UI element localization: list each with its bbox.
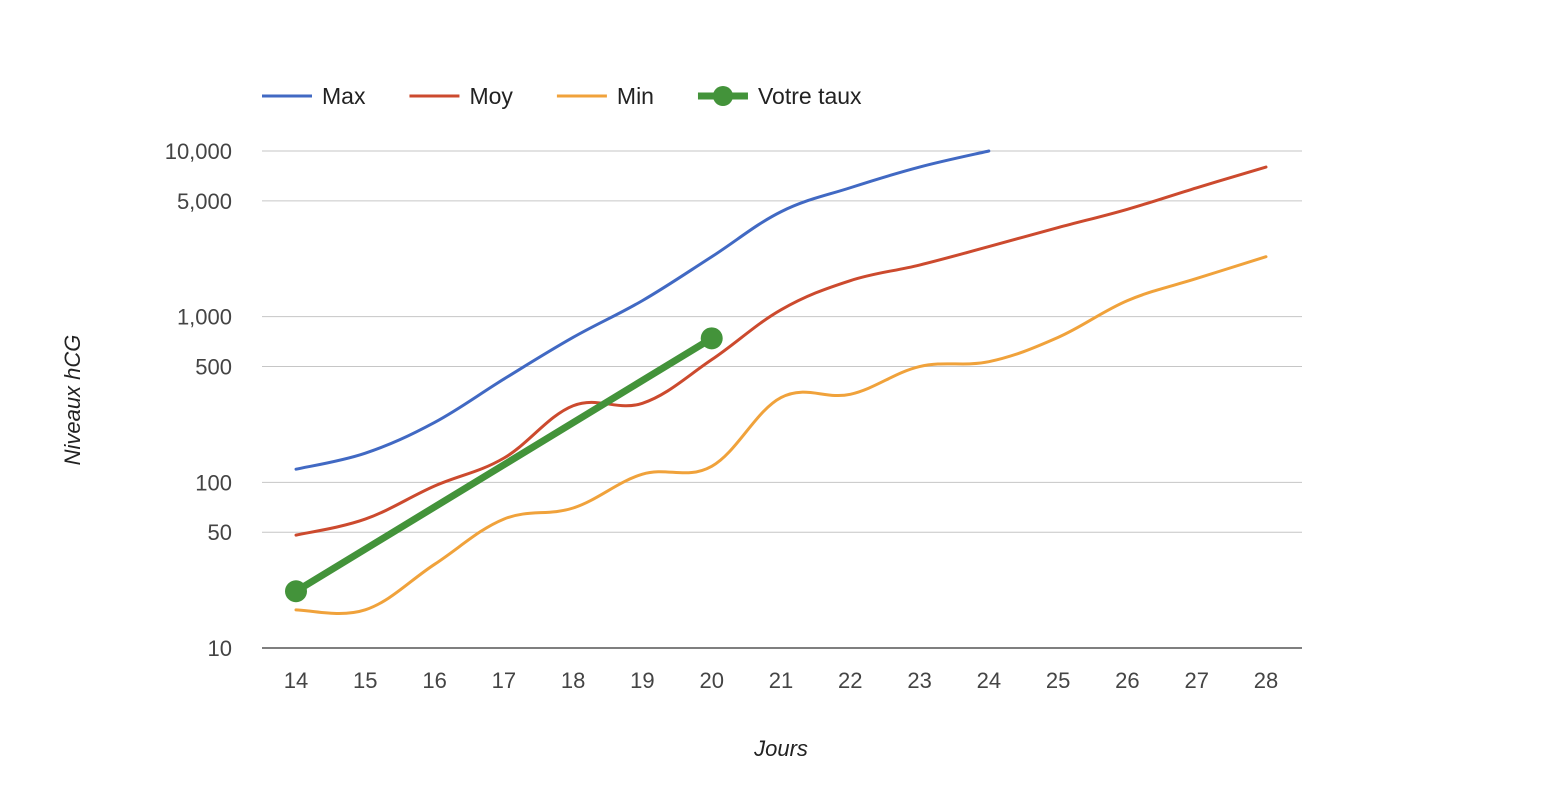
x-axis-title: Jours [753,736,808,761]
series-max [294,149,991,471]
y-axis-title: Niveaux hCG [60,335,85,466]
legend: Max Moy Min Votre taux [262,83,862,109]
grid [262,150,1302,649]
x-tick-label: 23 [907,668,931,693]
y-axis-ticks: 10 50 100 500 1,000 5,000 10,000 [165,139,232,661]
legend-marker [712,86,733,106]
series-min [294,255,1268,615]
x-tick-label: 17 [492,668,516,693]
data-point-votre-taux[interactable] [285,580,307,603]
x-tick-label: 19 [630,668,654,693]
x-tick-label: 25 [1046,668,1070,693]
x-tick-label: 28 [1254,668,1278,693]
x-tick-label: 15 [353,668,377,693]
y-tick-label: 50 [208,520,232,545]
series-line-max [294,149,991,471]
x-tick-label: 14 [284,668,308,693]
x-tick-label: 21 [769,668,793,693]
x-tick-label: 20 [699,668,723,693]
x-tick-label: 24 [977,668,1001,693]
legend-item-max[interactable]: Max [262,83,366,109]
x-tick-label: 26 [1115,668,1139,693]
x-tick-label: 18 [561,668,585,693]
legend-label: Max [322,83,366,109]
x-tick-label: 22 [838,668,862,693]
x-tick-label: 16 [422,668,446,693]
y-tick-label: 1,000 [177,305,232,330]
x-axis-ticks: 14 15 16 17 18 19 20 21 22 23 24 25 26 27 28 [284,668,1278,693]
data-point-votre-taux[interactable] [700,327,723,350]
y-tick-label: 500 [195,355,232,380]
y-tick-label: 100 [195,470,232,495]
series [285,149,1268,615]
series-line-min [294,255,1268,615]
y-tick-label: 5,000 [177,189,232,214]
legend-item-votre-taux[interactable]: Votre taux [697,83,862,109]
y-tick-label: 10 [208,636,232,661]
legend-label: Min [617,83,654,109]
series-moy [294,165,1268,537]
series-votre-taux [285,327,723,603]
x-tick-label: 27 [1184,668,1208,693]
series-line-votre-taux [292,334,716,595]
y-tick-label: 10,000 [165,139,232,164]
legend-item-moy[interactable]: Moy [409,83,513,109]
series-line-moy [294,165,1268,537]
legend-label: Moy [469,83,513,109]
legend-item-min[interactable]: Min [556,83,654,109]
legend-label: Votre taux [758,83,862,109]
